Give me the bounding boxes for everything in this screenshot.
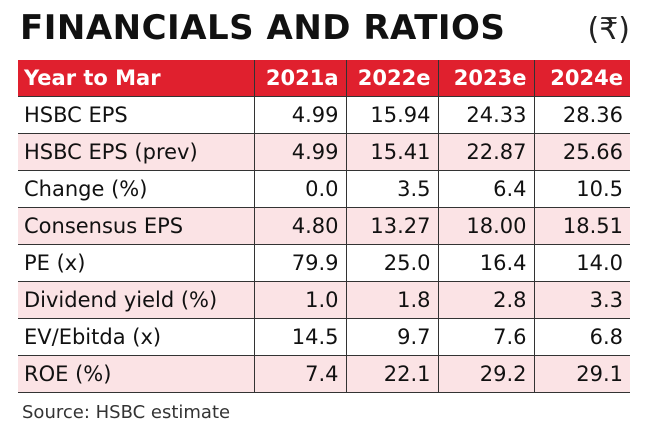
financials-table: Year to Mar 2021a 2022e 2023e 2024e HSBC… xyxy=(18,60,630,393)
table-cell: 7.6 xyxy=(437,317,534,355)
table-row: Change (%) 0.0 3.5 6.4 10.5 xyxy=(18,169,630,207)
table-cell: 16.4 xyxy=(437,243,534,281)
table-cell: 25.0 xyxy=(345,243,438,281)
row-label: PE (x) xyxy=(18,243,254,281)
table-header-row: Year to Mar 2021a 2022e 2023e 2024e xyxy=(18,60,630,96)
row-label: Dividend yield (%) xyxy=(18,280,254,318)
table-row: HSBC EPS (prev) 4.99 15.41 22.87 25.66 xyxy=(18,132,630,170)
table-cell: 3.5 xyxy=(345,169,438,207)
table-row: PE (x) 79.9 25.0 16.4 14.0 xyxy=(18,243,630,281)
row-label: Consensus EPS xyxy=(18,206,254,244)
table-cell: 2.8 xyxy=(437,280,534,318)
table-cell: 18.51 xyxy=(533,206,630,244)
table-cell: 24.33 xyxy=(437,95,534,133)
table-cell: 13.27 xyxy=(345,206,438,244)
table-cell: 28.36 xyxy=(533,95,630,133)
table-row: Dividend yield (%) 1.0 1.8 2.8 3.3 xyxy=(18,280,630,318)
row-label: HSBC EPS (prev) xyxy=(18,132,254,170)
column-header: 2022e xyxy=(345,60,438,96)
column-header: Year to Mar xyxy=(18,60,254,96)
table-cell: 6.4 xyxy=(437,169,534,207)
table-cell: 4.80 xyxy=(253,206,346,244)
row-label: Change (%) xyxy=(18,169,254,207)
table-cell: 14.5 xyxy=(253,317,346,355)
row-label: HSBC EPS xyxy=(18,95,254,133)
table-cell: 29.1 xyxy=(533,354,630,393)
table-cell: 15.94 xyxy=(345,95,438,133)
source-note: Source: HSBC estimate xyxy=(22,402,231,423)
column-header: 2024e xyxy=(533,60,630,96)
table-row: HSBC EPS 4.99 15.94 24.33 28.36 xyxy=(18,95,630,133)
table-cell: 4.99 xyxy=(253,95,346,133)
row-label: EV/Ebitda (x) xyxy=(18,317,254,355)
table-cell: 0.0 xyxy=(253,169,346,207)
table-row: ROE (%) 7.4 22.1 29.2 29.1 xyxy=(18,354,630,393)
currency-label: (₹) xyxy=(587,12,631,47)
table-cell: 29.2 xyxy=(437,354,534,393)
table-cell: 6.8 xyxy=(533,317,630,355)
table-cell: 14.0 xyxy=(533,243,630,281)
table-cell: 9.7 xyxy=(345,317,438,355)
table-cell: 22.1 xyxy=(345,354,438,393)
row-label: ROE (%) xyxy=(18,354,254,393)
table-cell: 79.9 xyxy=(253,243,346,281)
table-row: Consensus EPS 4.80 13.27 18.00 18.51 xyxy=(18,206,630,244)
table-row: EV/Ebitda (x) 14.5 9.7 7.6 6.8 xyxy=(18,317,630,355)
table-cell: 4.99 xyxy=(253,132,346,170)
column-header: 2023e xyxy=(437,60,534,96)
table-cell: 22.87 xyxy=(437,132,534,170)
table-cell: 15.41 xyxy=(345,132,438,170)
table-cell: 25.66 xyxy=(533,132,630,170)
table-cell: 1.8 xyxy=(345,280,438,318)
column-header: 2021a xyxy=(253,60,346,96)
table-cell: 7.4 xyxy=(253,354,346,393)
page-title: FINANCIALS AND RATIOS xyxy=(20,8,506,48)
table-cell: 1.0 xyxy=(253,280,346,318)
table-cell: 10.5 xyxy=(533,169,630,207)
table-cell: 3.3 xyxy=(533,280,630,318)
table-cell: 18.00 xyxy=(437,206,534,244)
